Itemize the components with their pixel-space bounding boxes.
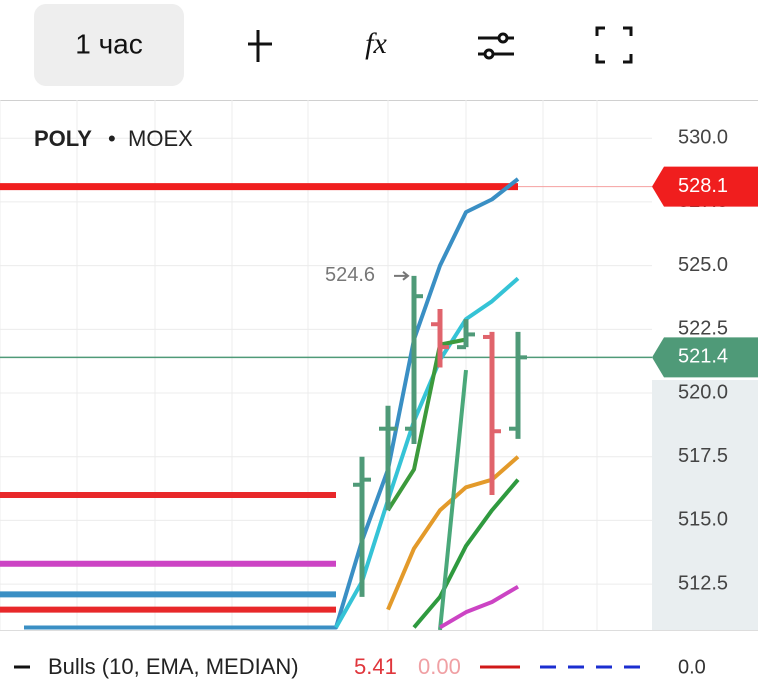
indicator-line (412, 478, 520, 629)
indicator-pane (0, 630, 758, 684)
y-tick-label: 525.0 (678, 254, 728, 276)
separator: • (108, 126, 116, 151)
indicator-line (438, 369, 468, 631)
axis-shade (652, 380, 758, 630)
interval-label: 1 час (75, 28, 143, 59)
interval-button[interactable] (34, 4, 184, 86)
price-tag-label: 521.4 (678, 346, 728, 368)
y-tick-label: 522.5 (678, 318, 728, 340)
indicator-axis-label: 0.0 (678, 656, 706, 678)
exchange: MOEX (128, 126, 193, 151)
indicator-title: Bulls (10, EMA, MEDIAN) (48, 654, 299, 679)
high-marker-arrow (394, 271, 410, 281)
fullscreen-icon[interactable] (595, 26, 633, 64)
toolbar-icons: fx (248, 26, 633, 64)
price-tag-label: 528.1 (678, 175, 728, 197)
indicator-line (334, 276, 520, 629)
indicator-value: 5.41 (354, 654, 397, 679)
price-tag (652, 166, 758, 207)
price-tag (652, 337, 758, 378)
y-tick-label: 530.0 (678, 127, 728, 149)
crosshair-icon[interactable] (248, 30, 272, 62)
indicator-value-2: 0.00 (418, 654, 461, 679)
symbol: POLY (34, 126, 92, 151)
fx-icon[interactable]: fx (365, 27, 387, 60)
y-tick-label: 515.0 (678, 509, 728, 531)
indicator-line (24, 177, 520, 630)
y-tick-label: 520.0 (678, 381, 728, 403)
y-tick-label: 517.5 (678, 445, 728, 467)
indicator-line (386, 337, 467, 512)
indicator-line (438, 584, 520, 630)
y-tick-label: 512.5 (678, 572, 728, 594)
high-marker: 524.6 (325, 264, 375, 286)
